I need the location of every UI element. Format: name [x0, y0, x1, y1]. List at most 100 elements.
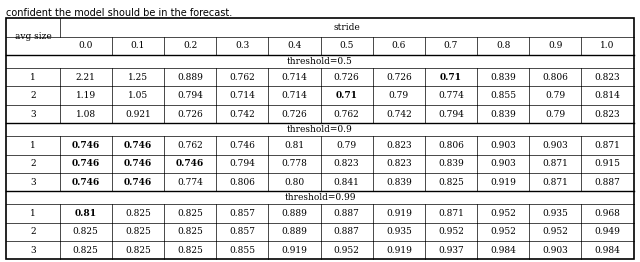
Text: 0.742: 0.742 — [229, 110, 255, 118]
Text: 0.889: 0.889 — [282, 227, 307, 236]
Text: 0.952: 0.952 — [490, 227, 516, 236]
Text: 0.8: 0.8 — [496, 41, 510, 51]
Text: 0.952: 0.952 — [543, 227, 568, 236]
Text: 0.9: 0.9 — [548, 41, 563, 51]
Text: 0.935: 0.935 — [386, 227, 412, 236]
Text: 0.825: 0.825 — [73, 246, 99, 255]
Text: 0.968: 0.968 — [595, 209, 620, 218]
Text: 0.746: 0.746 — [229, 141, 255, 150]
Text: 2.21: 2.21 — [76, 73, 96, 82]
Text: 0.952: 0.952 — [438, 227, 464, 236]
Text: 0.814: 0.814 — [595, 91, 620, 100]
Text: 0.889: 0.889 — [177, 73, 203, 82]
Text: 0.806: 0.806 — [438, 141, 464, 150]
Text: 0.825: 0.825 — [125, 246, 151, 255]
Text: 0.0: 0.0 — [79, 41, 93, 51]
Text: 0.794: 0.794 — [438, 110, 464, 118]
Text: 0.1: 0.1 — [131, 41, 145, 51]
Text: 1.19: 1.19 — [76, 91, 96, 100]
Text: 0.2: 0.2 — [183, 41, 197, 51]
Text: 0.825: 0.825 — [177, 246, 203, 255]
Text: 0.984: 0.984 — [490, 246, 516, 255]
Text: 0.746: 0.746 — [124, 159, 152, 168]
Text: 0.81: 0.81 — [75, 209, 97, 218]
Text: 0.871: 0.871 — [595, 141, 620, 150]
Text: 0.71: 0.71 — [440, 73, 462, 82]
Text: 3: 3 — [30, 246, 36, 255]
Text: 0.71: 0.71 — [335, 91, 358, 100]
Text: 0.746: 0.746 — [124, 141, 152, 150]
Text: 0.4: 0.4 — [287, 41, 301, 51]
Text: 0.855: 0.855 — [229, 246, 255, 255]
Text: 0.714: 0.714 — [282, 91, 307, 100]
Text: 0.887: 0.887 — [333, 227, 360, 236]
Text: 0.839: 0.839 — [438, 159, 464, 168]
Text: 0.887: 0.887 — [333, 209, 360, 218]
Text: 0.871: 0.871 — [543, 178, 568, 187]
Text: 0.857: 0.857 — [229, 227, 255, 236]
Text: 0.746: 0.746 — [72, 159, 100, 168]
Text: 0.80: 0.80 — [284, 178, 305, 187]
Text: 0.903: 0.903 — [490, 141, 516, 150]
Text: 0.984: 0.984 — [595, 246, 620, 255]
Text: 0.79: 0.79 — [545, 91, 565, 100]
Text: 0.794: 0.794 — [229, 159, 255, 168]
Text: 0.726: 0.726 — [282, 110, 307, 118]
Text: 0.825: 0.825 — [73, 227, 99, 236]
Text: 0.949: 0.949 — [595, 227, 620, 236]
Text: 0.825: 0.825 — [438, 178, 464, 187]
Text: 0.5: 0.5 — [339, 41, 354, 51]
Text: confident the model should be in the forecast.: confident the model should be in the for… — [6, 8, 233, 18]
Text: 0.806: 0.806 — [229, 178, 255, 187]
Text: 0.839: 0.839 — [386, 178, 412, 187]
Text: 1.05: 1.05 — [128, 91, 148, 100]
Text: 0.823: 0.823 — [595, 73, 620, 82]
Text: 0.79: 0.79 — [388, 91, 409, 100]
Text: 0.823: 0.823 — [386, 159, 412, 168]
Text: 0.823: 0.823 — [386, 141, 412, 150]
Text: 0.726: 0.726 — [177, 110, 203, 118]
Text: 0.952: 0.952 — [490, 209, 516, 218]
Text: 0.919: 0.919 — [490, 178, 516, 187]
Text: 0.887: 0.887 — [595, 178, 620, 187]
Text: 0.774: 0.774 — [177, 178, 203, 187]
Text: 0.823: 0.823 — [334, 159, 360, 168]
Text: threshold=0.99: threshold=0.99 — [284, 193, 356, 202]
Text: 2: 2 — [30, 227, 36, 236]
Text: 0.935: 0.935 — [543, 209, 568, 218]
Text: 0.841: 0.841 — [333, 178, 360, 187]
Text: 0.726: 0.726 — [334, 73, 360, 82]
Text: 0.823: 0.823 — [595, 110, 620, 118]
Text: 0.79: 0.79 — [545, 110, 565, 118]
Text: 0.3: 0.3 — [235, 41, 250, 51]
Text: 0.825: 0.825 — [125, 227, 151, 236]
Text: 0.825: 0.825 — [125, 209, 151, 218]
Text: 0.857: 0.857 — [229, 209, 255, 218]
Text: 0.774: 0.774 — [438, 91, 464, 100]
Text: 0.937: 0.937 — [438, 246, 464, 255]
Text: 0.79: 0.79 — [337, 141, 356, 150]
Text: 1: 1 — [30, 141, 36, 150]
Text: 0.806: 0.806 — [543, 73, 568, 82]
Text: 0.919: 0.919 — [386, 209, 412, 218]
Text: 1.08: 1.08 — [76, 110, 96, 118]
Text: 0.855: 0.855 — [490, 91, 516, 100]
Text: 0.919: 0.919 — [386, 246, 412, 255]
Text: 0.794: 0.794 — [177, 91, 203, 100]
Text: avg size: avg size — [15, 32, 51, 41]
Text: 1: 1 — [30, 209, 36, 218]
Text: 3: 3 — [30, 110, 36, 118]
Text: 0.746: 0.746 — [176, 159, 204, 168]
Text: threshold=0.5: threshold=0.5 — [287, 57, 353, 66]
Text: threshold=0.9: threshold=0.9 — [287, 125, 353, 134]
Text: 0.778: 0.778 — [282, 159, 307, 168]
Text: 0.903: 0.903 — [543, 246, 568, 255]
Text: 0.825: 0.825 — [177, 227, 203, 236]
Text: stride: stride — [333, 23, 360, 32]
Text: 0.746: 0.746 — [72, 141, 100, 150]
Text: 0.903: 0.903 — [490, 159, 516, 168]
Text: 0.81: 0.81 — [284, 141, 305, 150]
Text: 0.742: 0.742 — [386, 110, 412, 118]
Text: 0.839: 0.839 — [490, 73, 516, 82]
Text: 3: 3 — [30, 178, 36, 187]
